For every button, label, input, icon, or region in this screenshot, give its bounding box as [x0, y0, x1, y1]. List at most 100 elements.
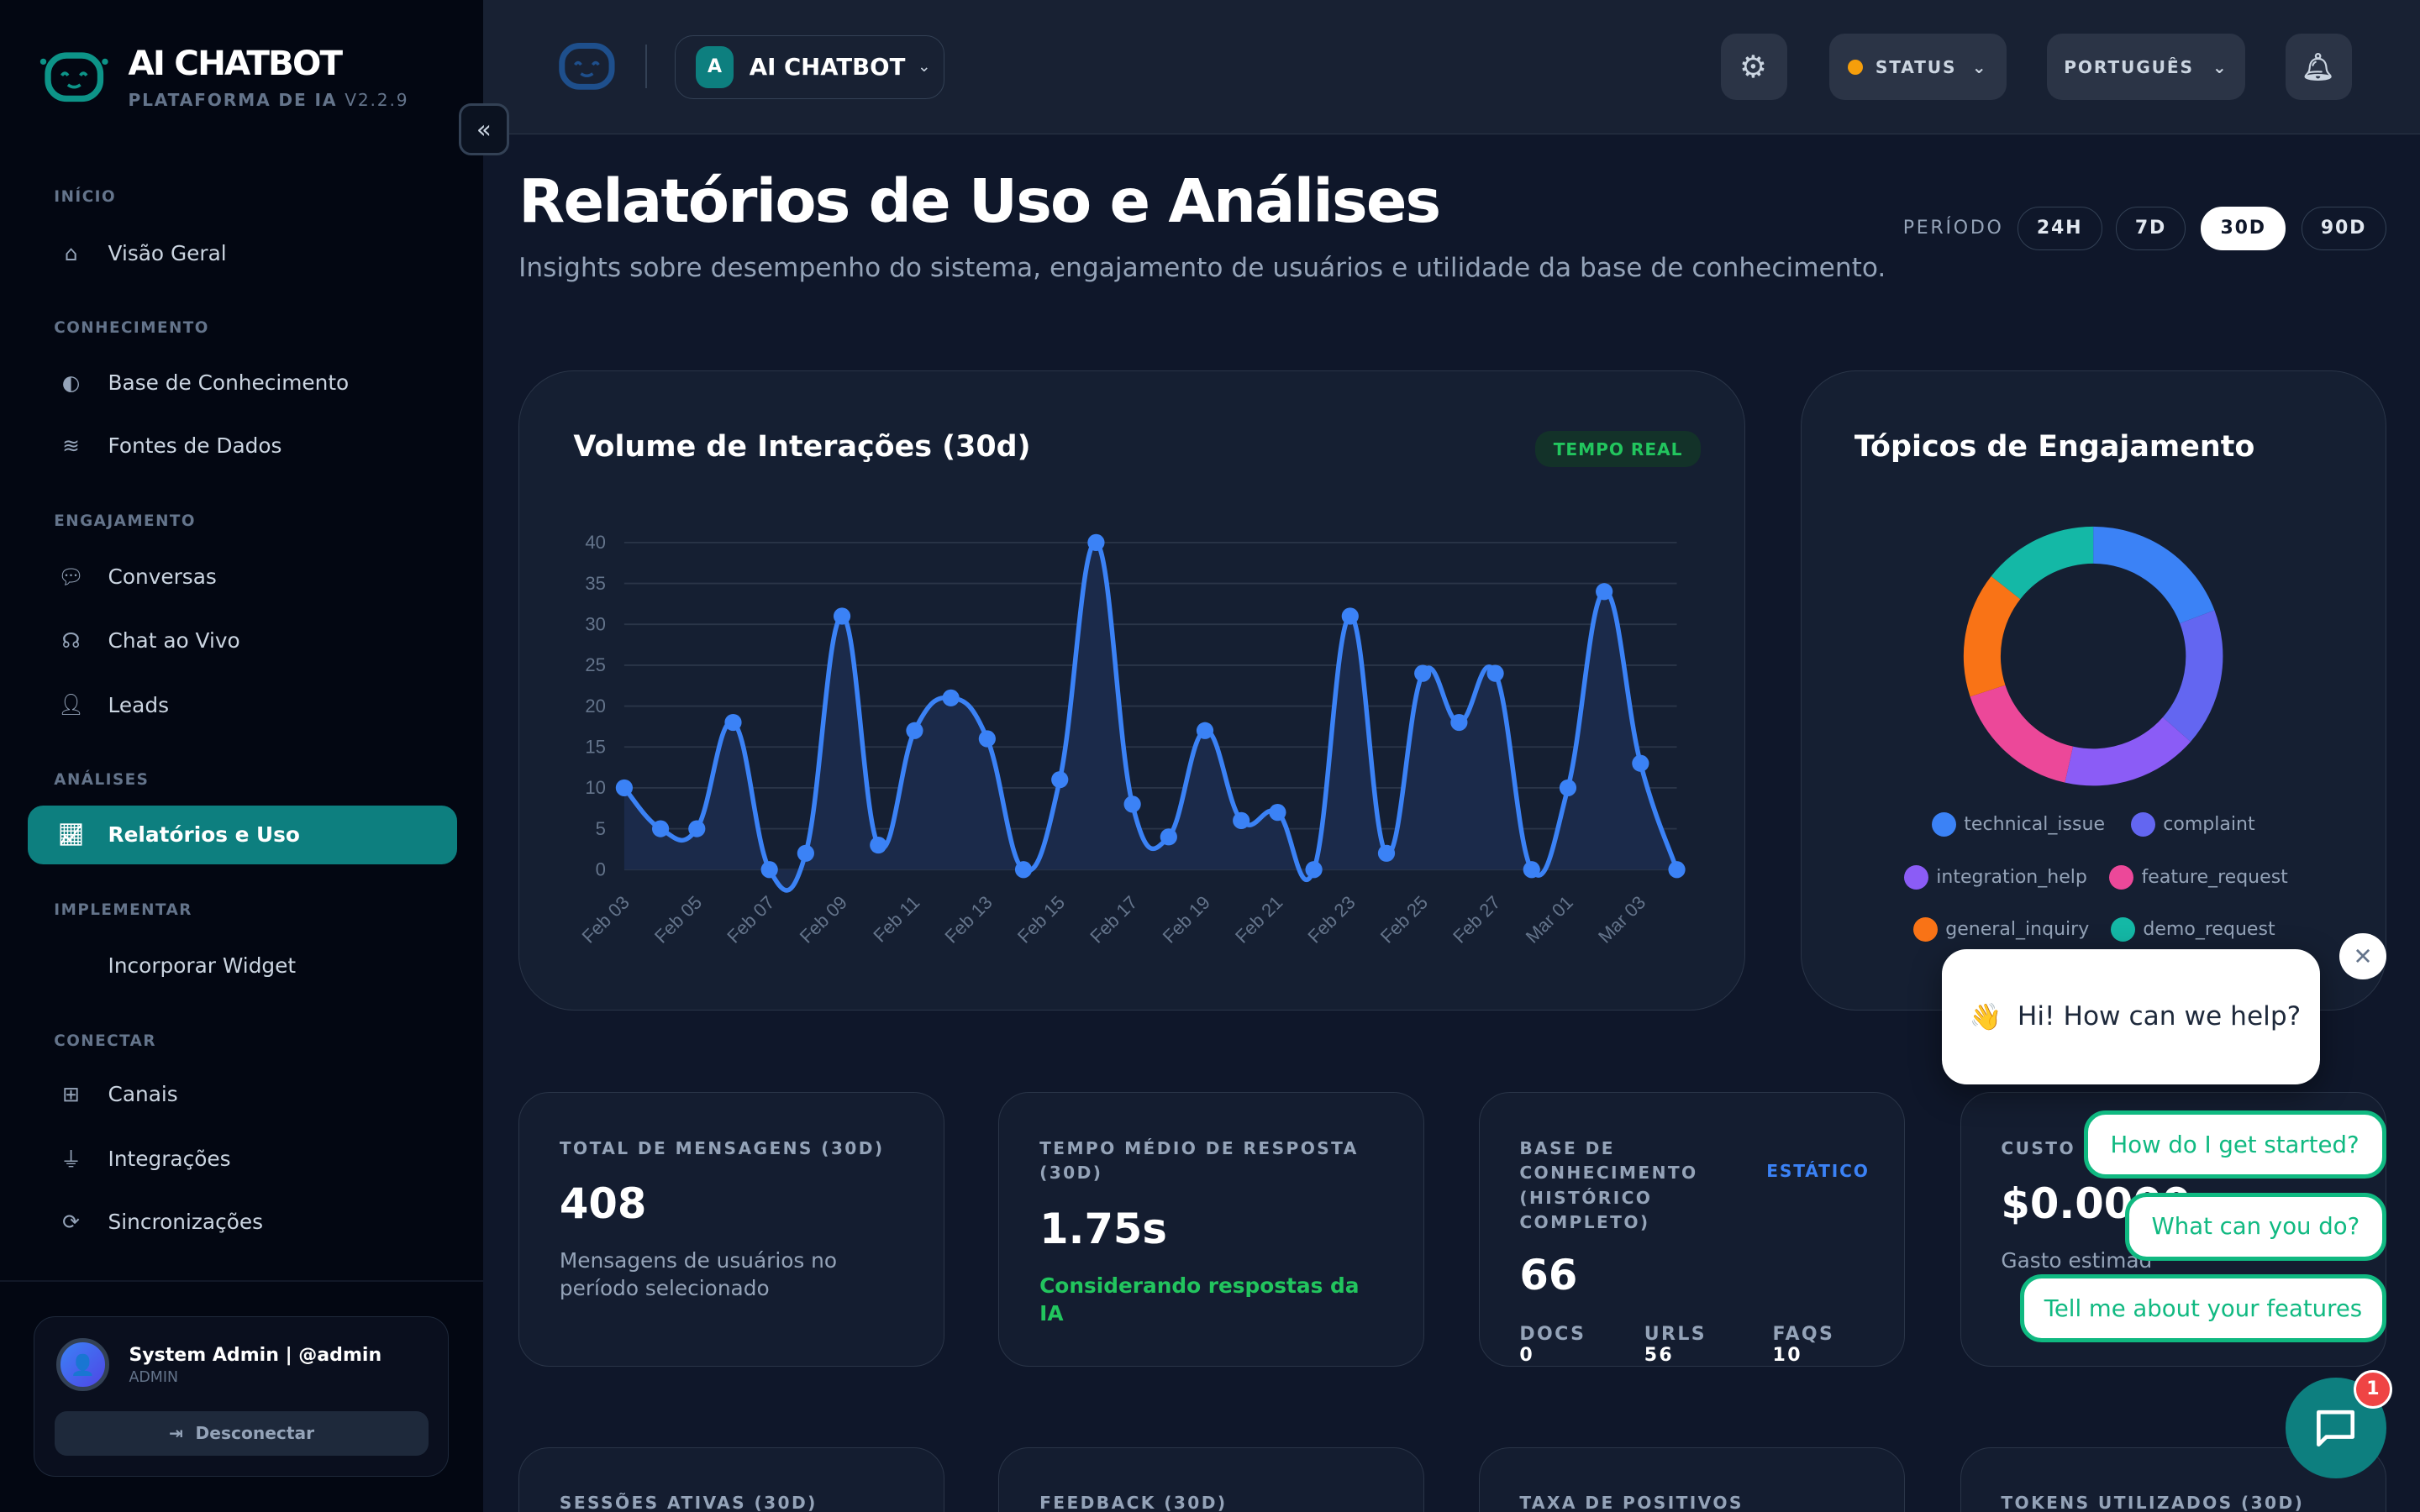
period-label: PERÍODO	[1902, 217, 2004, 239]
workspace-badge: A	[695, 46, 734, 88]
divider	[644, 45, 647, 88]
sidebar-item-label: Relatórios e Uso	[108, 822, 300, 848]
data-point	[978, 730, 997, 748]
sidebar-item[interactable]: ◐ Base de Conhecimento	[28, 354, 457, 412]
data-point	[652, 820, 670, 837]
x-tick-label: Feb 13	[941, 891, 997, 947]
legend-label: complaint	[2163, 814, 2255, 836]
x-tick-label: Feb 07	[723, 891, 779, 947]
sidebar-item[interactable]: 👤︎ Leads	[28, 675, 457, 734]
y-tick-label: 0	[596, 858, 606, 879]
data-point	[870, 836, 887, 853]
page-title-text: Relatórios de Uso e Análises	[518, 166, 1441, 237]
period-button[interactable]: 90D	[2301, 207, 2386, 250]
collapse-sidebar-button[interactable]: «	[458, 103, 510, 156]
x-tick-label: Mar 01	[1522, 891, 1577, 947]
x-tick-label: Feb 17	[1086, 891, 1141, 947]
network-icon: ⊞	[62, 1081, 80, 1106]
sidebar: AI CHATBOT PLATAFORMA DE IA V2.2.9 INÍCI…	[0, 0, 483, 1512]
notifications-button[interactable]: 🔔︎	[2286, 34, 2353, 101]
workspace-selector[interactable]: A AI CHATBOT ⌄	[674, 35, 945, 99]
x-tick-label: Feb 25	[1376, 891, 1432, 947]
legend-item[interactable]: complaint	[2130, 812, 2255, 837]
period-button[interactable]: 7D	[2116, 207, 2186, 250]
sidebar-item[interactable]: ≋ Fontes de Dados	[28, 417, 457, 475]
data-point	[1160, 828, 1178, 846]
faqs-count: FAQS 10	[1772, 1324, 1835, 1367]
sidebar-item[interactable]: ⊞ Canais	[28, 1064, 457, 1123]
stat-value: 408	[559, 1179, 647, 1229]
data-point	[1560, 779, 1577, 796]
interactions-chart-card: Volume de Interações (30d) TEMPO REAL 0 5…	[518, 370, 1746, 1011]
settings-button[interactable]: ⚙	[1720, 34, 1787, 101]
quick-reply-button[interactable]: Tell me about your features	[2020, 1274, 2386, 1342]
quick-reply-button[interactable]: What can you do?	[2125, 1192, 2386, 1261]
sidebar-item-label: Incorporar Widget	[108, 953, 297, 979]
period-button[interactable]: 24H	[2017, 207, 2102, 250]
data-point	[1414, 664, 1432, 682]
y-tick-label: 20	[585, 696, 606, 717]
data-point	[1450, 713, 1468, 731]
data-point	[760, 860, 778, 879]
sidebar-item[interactable]: ⌂ Visão Geral	[28, 223, 457, 282]
avatar[interactable]: 👤	[56, 1338, 109, 1391]
close-greeting-button[interactable]: ✕	[2339, 933, 2386, 980]
sidebar-item[interactable]: 📈︎ Relatórios e Uso	[28, 805, 457, 864]
urls-count: URLS 56	[1644, 1324, 1707, 1367]
stat-card-knowledge-base: BASE DE CONHECIMENTO (HISTÓRICO COMPLETO…	[1478, 1092, 1905, 1368]
x-tick-label: Feb 23	[1304, 891, 1360, 947]
stat-label: TOKENS UTILIZADOS (30D)	[2001, 1493, 2305, 1512]
status-button[interactable]: STATUS ⌄	[1828, 34, 2007, 101]
sidebar-item[interactable]: ☊ Chat ao Vivo	[28, 611, 457, 669]
data-point	[1632, 754, 1649, 772]
quick-reply-button[interactable]: How do I get started?	[2083, 1110, 2386, 1179]
sidebar-item[interactable]: ⏚ Integrações	[28, 1129, 457, 1188]
stat-desc: Mensagens de usuários no período selecio…	[559, 1248, 838, 1301]
stat-card-sessions: SESSÕES ATIVAS (30D)	[518, 1446, 945, 1512]
legend-item[interactable]: feature_request	[2108, 864, 2288, 890]
bot-logo-icon	[558, 43, 615, 90]
data-point	[615, 779, 634, 796]
kb-breakdown: DOCS 0 URLS 56 FAQS 10	[1519, 1324, 1863, 1366]
comments-icon: 💬︎	[57, 564, 85, 589]
plug-icon: ⏚	[60, 1147, 82, 1173]
stat-label: CUSTO D	[2001, 1137, 2100, 1158]
y-tick-label: 25	[585, 654, 606, 675]
y-tick-label: 30	[585, 613, 606, 634]
unread-badge: 1	[2354, 1370, 2392, 1409]
logout-button[interactable]: ⇥ Desconectar	[55, 1410, 429, 1457]
period-button[interactable]: 30D	[2201, 207, 2286, 250]
legend-item[interactable]: integration_help	[1903, 864, 2087, 890]
data-point	[1523, 860, 1541, 879]
sidebar-item[interactable]: Incorporar Widget	[28, 937, 457, 995]
user-role: ADMIN	[129, 1369, 179, 1387]
sidebar-item[interactable]: ⟳ Sincronizações	[28, 1193, 457, 1252]
logout-label: Desconectar	[195, 1423, 315, 1444]
x-tick-label: Feb 03	[578, 891, 634, 947]
user-name: System Admin | @admin	[129, 1344, 382, 1366]
chevron-down-icon: ⌄	[1971, 56, 1988, 77]
sidebar-section-label: ANÁLISES	[54, 771, 150, 790]
legend-item[interactable]: general_inquiry	[1912, 917, 2089, 942]
sidebar-section-label: CONHECIMENTO	[54, 319, 209, 338]
y-tick-label: 10	[585, 777, 606, 798]
language-select[interactable]: PORTUGUÊS ⌄	[2046, 34, 2246, 101]
topbar: A AI CHATBOT ⌄ ⚙ STATUS ⌄ PORTUGUÊS ⌄ 🔔︎	[482, 0, 2420, 134]
data-point	[1378, 844, 1396, 862]
data-point	[1341, 607, 1360, 625]
sidebar-item[interactable]: 💬︎ Conversas	[28, 548, 457, 606]
data-point	[1486, 664, 1504, 682]
chevron-down-icon: ⌄	[2212, 56, 2228, 77]
sidebar-section-label: IMPLEMENTAR	[54, 900, 192, 919]
sidebar-item-label: Base de Conhecimento	[108, 370, 350, 395]
page-subtitle: Insights sobre desempenho do sistema, en…	[518, 253, 1886, 284]
legend-item[interactable]: technical_issue	[1931, 812, 2105, 837]
stat-card-response-time: TEMPO MÉDIO DE RESPOSTA (30D) 1.75s Cons…	[998, 1092, 1425, 1368]
data-point	[1015, 860, 1033, 879]
donut-slice	[2093, 527, 2215, 624]
brand-platform: PLATAFORMA DE IA	[128, 89, 338, 110]
chevrons-left-icon: «	[476, 115, 492, 144]
divider	[0, 1280, 483, 1283]
legend-swatch	[2108, 864, 2134, 890]
legend-item[interactable]: demo_request	[2110, 917, 2275, 942]
